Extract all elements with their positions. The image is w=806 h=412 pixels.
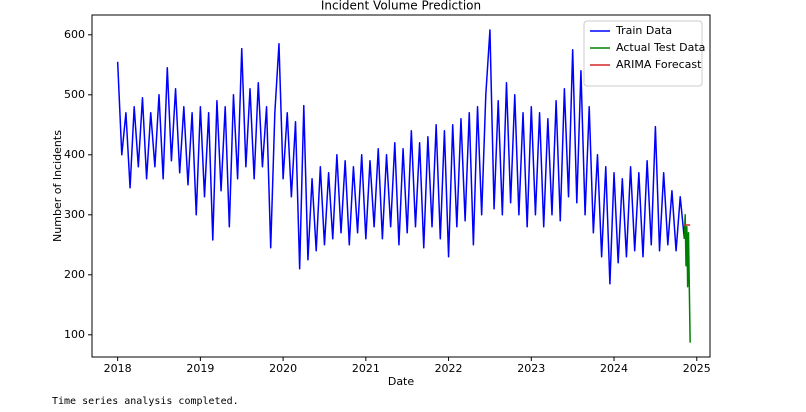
x-tick-label: 2018 [104,362,132,375]
data-line [683,214,691,343]
x-tick-label: 2025 [683,362,711,375]
y-tick-label: 300 [64,208,85,221]
legend-label: ARIMA Forecast [616,58,702,71]
x-tick-label: 2019 [186,362,214,375]
x-axis-label: Date [388,375,415,388]
y-axis-label: Number of Incidents [51,130,64,242]
y-tick-label: 500 [64,88,85,101]
data-line [116,29,686,285]
x-tick-label: 2021 [352,362,380,375]
x-tick-label: 2024 [600,362,628,375]
y-tick-label: 100 [64,328,85,341]
x-tick-label: 2022 [435,362,463,375]
x-tick-label: 2020 [269,362,297,375]
x-tick-label: 2023 [517,362,545,375]
plot-frame [91,14,711,358]
chart-title: Incident Volume Prediction [321,0,481,13]
legend-label: Actual Test Data [616,41,705,54]
y-tick-label: 600 [64,28,85,41]
y-tick-label: 200 [64,268,85,281]
legend-box [583,20,703,87]
legend-label: Train Data [615,24,672,37]
y-tick-label: 400 [64,148,85,161]
console-output: Time series analysis completed. [52,396,239,407]
